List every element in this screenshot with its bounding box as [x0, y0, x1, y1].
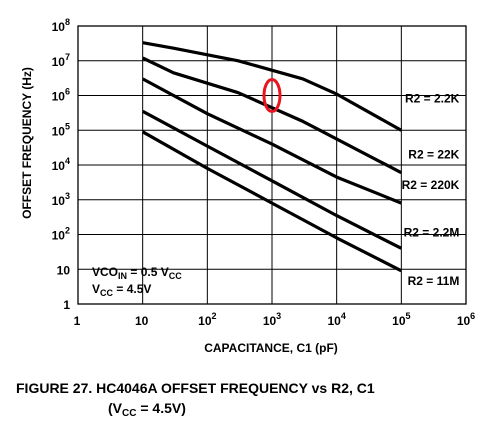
- series-line-1: [142, 41, 403, 132]
- y-tick-label: 10: [57, 263, 71, 277]
- y-tick-label: 104: [52, 156, 70, 173]
- y-tick-label: 102: [52, 226, 70, 243]
- caption-sub: CC: [122, 408, 137, 419]
- figure-caption-line2: (VCC = 4.5V): [108, 400, 186, 419]
- x-tick-label: 1: [74, 314, 81, 328]
- x-tick-label: 102: [198, 311, 216, 328]
- chart: 1 10 102 103 104 105 106 1 10 102 103 104 105 106 107…: [20, 17, 476, 355]
- series-label-5: R2 = 11M: [408, 274, 460, 288]
- series-lines: [141, 41, 403, 273]
- y-tick-label: 103: [52, 191, 70, 208]
- y-tick-label: 105: [52, 121, 70, 138]
- y-tick-label: 1: [63, 298, 70, 312]
- x-tick-label: 106: [457, 311, 475, 328]
- annotation-vcc-sub: CC: [100, 288, 113, 298]
- series-label-1: R2 = 2.2K: [405, 91, 460, 105]
- figure-caption-line1: FIGURE 27. HC4046A OFFSET FREQUENCY vs R…: [16, 380, 375, 396]
- annotation-vco-sub: IN: [118, 271, 127, 281]
- y-axis-title: OFFSET FREQUENCY (Hz): [20, 67, 34, 219]
- annotation-vco: VCOIN = 0.5 VCC: [92, 265, 182, 281]
- x-tick-labels: 1 10 102 103 104 105 106: [74, 311, 476, 328]
- gridlines: [78, 26, 466, 304]
- annotation-vcc-main: V: [92, 282, 100, 296]
- series-label-2: R2 = 22K: [408, 148, 459, 162]
- series-label-4: R2 = 2.2M: [404, 225, 460, 239]
- x-tick-label: 104: [327, 311, 345, 328]
- y-tick-label: 107: [52, 52, 70, 69]
- series-labels: R2 = 2.2K R2 = 22K R2 = 220K R2 = 2.2M R2 = …: [402, 91, 460, 288]
- series-line-5: [141, 130, 403, 273]
- annotation-vco-eq: = 0.5 V: [127, 265, 169, 279]
- annotation-vcc-eq: = 4.5V: [113, 282, 151, 296]
- x-tick-label: 105: [392, 311, 410, 328]
- x-tick-label: 10: [135, 314, 149, 328]
- y-tick-label: 106: [52, 87, 70, 104]
- plot-frame: [77, 25, 467, 305]
- highlight-marker: [262, 78, 282, 113]
- series-line-3: [141, 77, 402, 205]
- caption-close: = 4.5V): [136, 400, 186, 416]
- series-label-3: R2 = 220K: [402, 178, 460, 192]
- x-axis-title: CAPACITANCE, C1 (pF): [204, 341, 338, 355]
- annotation-vco-cc: CC: [169, 271, 182, 281]
- annotation-vco-main: VCO: [92, 265, 118, 279]
- annotation-vcc: VCC = 4.5V: [92, 282, 151, 298]
- y-tick-labels: 1 10 102 103 104 105 106 107 108: [52, 17, 71, 312]
- x-tick-label: 103: [263, 311, 281, 328]
- y-tick-label: 108: [52, 17, 70, 34]
- series-line-4: [141, 109, 403, 250]
- caption-open: (V: [108, 400, 122, 416]
- series-line-2: [142, 56, 403, 175]
